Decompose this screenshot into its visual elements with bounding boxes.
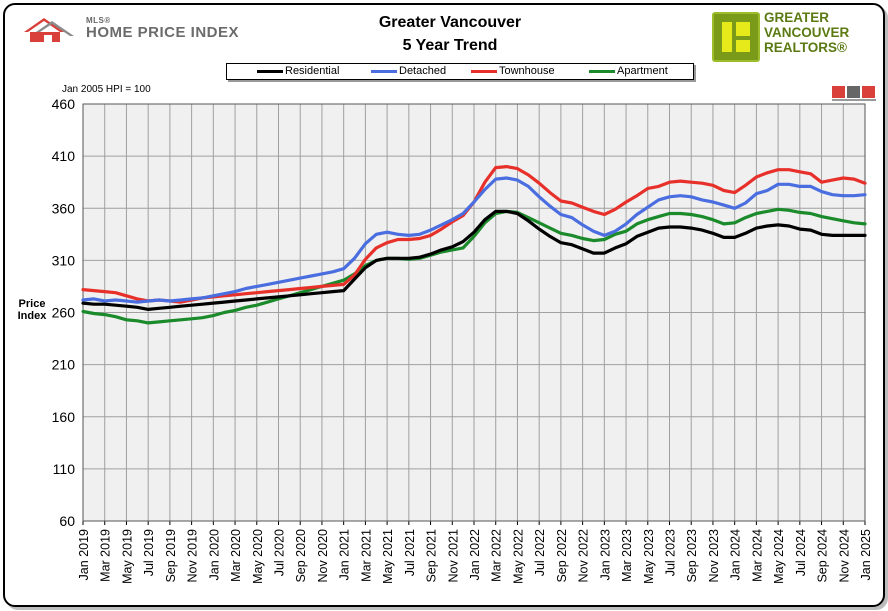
x-tick-label: Sep 2021 (425, 529, 439, 583)
series-line-residential (81, 209, 867, 311)
x-tick-label: Nov 2022 (577, 529, 591, 583)
x-tick-label: Jan 2024 (729, 529, 743, 580)
legend-swatch (371, 70, 397, 73)
legend-swatch (471, 70, 497, 73)
mls-badge-icon (832, 86, 876, 101)
y-tick-label: 360 (52, 200, 76, 216)
series-line-apartment (81, 207, 867, 325)
x-tick-label: Mar 2021 (359, 529, 373, 582)
y-tick-label: 160 (52, 409, 76, 425)
legend-label: Detached (399, 65, 447, 77)
gvr-logo: GREATER VANCOUVER REALTORS® (710, 10, 870, 62)
x-tick-label: Nov 2019 (186, 529, 200, 583)
legend: Residential Detached Townhouse Apartment (226, 63, 694, 80)
series-line-detached (81, 176, 867, 304)
legend-label: Apartment (617, 65, 668, 77)
gvr-badge-icon (712, 12, 760, 62)
y-tick-label: 260 (52, 305, 76, 321)
x-tick-label: Jul 2024 (794, 529, 808, 576)
x-tick-label: Jan 2021 (338, 529, 352, 580)
x-tick-label: May 2021 (381, 529, 395, 584)
x-tick-label: Sep 2020 (294, 529, 308, 583)
x-tick-label: Nov 2023 (707, 529, 721, 583)
x-tick-label: Jan 2020 (207, 529, 221, 580)
x-tick-label: Mar 2022 (490, 529, 504, 582)
house-icon (24, 18, 74, 42)
x-tick-label: Nov 2021 (446, 529, 460, 583)
mls-trademark: MLS® (86, 16, 111, 25)
y-tick-label: 460 (52, 96, 76, 112)
y-tick-label: 60 (59, 513, 75, 529)
x-tick-label: Jul 2022 (533, 529, 547, 576)
x-tick-label: Sep 2023 (685, 529, 699, 583)
x-tick-label: Jul 2021 (403, 529, 417, 576)
legend-swatch (589, 70, 615, 73)
hpi-base-note: Jan 2005 HPI = 100 (62, 84, 151, 95)
gvr-line3: REALTORS® (764, 40, 847, 55)
x-tick-label: Nov 2024 (837, 529, 851, 583)
x-tick-label: Jul 2023 (664, 529, 678, 576)
x-tick-label: Sep 2024 (816, 529, 830, 583)
x-tick-label: May 2020 (251, 529, 265, 584)
y-tick-label: 410 (52, 148, 76, 164)
x-tick-label: Jan 2023 (598, 529, 612, 580)
y-axis-label-line2: Index (17, 310, 47, 322)
legend-label: Residential (285, 65, 340, 77)
x-tick-label: Mar 2020 (229, 529, 243, 582)
y-tick-label: 110 (53, 461, 76, 477)
x-tick-label: Mar 2019 (99, 529, 113, 582)
legend-label: Townhouse (499, 65, 555, 77)
x-tick-label: Jan 2019 (77, 529, 91, 580)
x-tick-label: Jan 2022 (468, 529, 482, 580)
legend-swatch (257, 70, 283, 73)
x-tick-label: May 2022 (511, 529, 525, 584)
x-tick-label: Sep 2022 (555, 529, 569, 583)
y-axis-label: Price Index (14, 298, 50, 322)
y-tick-label: 210 (52, 357, 76, 373)
x-tick-label: Mar 2024 (750, 529, 764, 582)
y-tick-label: 310 (52, 252, 76, 268)
gvr-line2: VANCOUVER (764, 25, 850, 40)
chart-title: Greater Vancouver (378, 14, 522, 31)
x-tick-label: May 2023 (642, 529, 656, 584)
x-tick-label: Jul 2020 (273, 529, 287, 576)
x-tick-label: Mar 2023 (620, 529, 634, 582)
gvr-wordmark: GREATER VANCOUVER REALTORS® (764, 10, 849, 55)
x-tick-label: May 2019 (120, 529, 134, 584)
x-tick-label: May 2024 (772, 529, 786, 584)
x-tick-label: Sep 2019 (164, 529, 178, 583)
chart-subtitle: 5 Year Trend (402, 37, 498, 54)
y-axis-label-line1: Price (18, 298, 46, 310)
x-tick-label: Nov 2020 (316, 529, 330, 583)
mls-hpi-wordmark: HOME PRICE INDEX (86, 24, 240, 41)
x-tick-label: Jan 2025 (859, 529, 873, 580)
gvr-line1: GREATER (764, 10, 830, 25)
mls-hpi-logo: MLS® HOME PRICE INDEX (20, 14, 260, 44)
x-tick-label: Jul 2019 (142, 529, 156, 576)
